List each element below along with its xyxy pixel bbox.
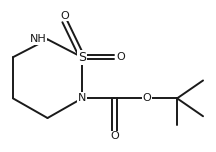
Text: O: O [116,52,125,62]
Text: NH: NH [30,34,46,44]
Text: S: S [78,51,86,64]
Text: O: O [143,93,151,103]
Text: N: N [78,93,86,103]
Text: O: O [60,11,69,21]
Text: O: O [110,131,119,141]
